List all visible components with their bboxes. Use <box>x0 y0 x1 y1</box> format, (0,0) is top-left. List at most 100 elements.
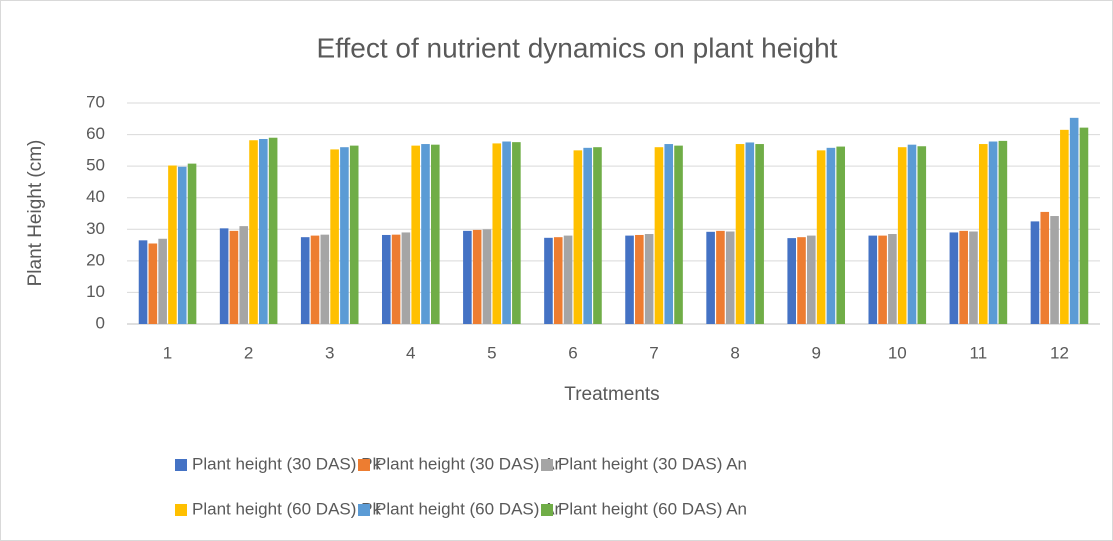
legend-label: Plant height (30 DAS) An <box>558 454 747 473</box>
bar <box>310 235 320 324</box>
bar <box>959 230 968 324</box>
bar <box>949 232 959 324</box>
legend-label: Plant height (60 DAS) Pk <box>192 499 381 518</box>
y-tick-label: 40 <box>86 187 105 206</box>
bar <box>735 144 745 324</box>
bar <box>492 143 502 324</box>
bar <box>917 146 927 324</box>
x-tick-label: 2 <box>244 343 253 362</box>
bar <box>187 163 197 324</box>
bar <box>716 230 725 324</box>
bar <box>625 235 634 324</box>
bar <box>1079 127 1089 324</box>
bar <box>411 145 420 324</box>
bar <box>563 235 573 324</box>
x-tick-label: 5 <box>487 343 496 362</box>
bar <box>897 147 907 324</box>
bar <box>644 234 654 324</box>
x-tick-label: 6 <box>568 343 577 362</box>
bar <box>907 144 917 324</box>
bar <box>836 146 846 324</box>
bar <box>1060 129 1069 324</box>
bar <box>320 234 330 324</box>
legend-label: Plant height (30 DAS) Ar <box>375 454 561 473</box>
bar <box>725 231 735 324</box>
bar <box>1040 211 1050 324</box>
chart-title: Effect of nutrient dynamics on plant hei… <box>317 32 838 63</box>
y-axis-label: Plant Height (cm) <box>25 140 46 287</box>
bar <box>430 144 440 324</box>
legend-swatch <box>175 504 187 516</box>
bar <box>421 144 430 324</box>
bar <box>1050 216 1059 324</box>
bar <box>745 142 755 324</box>
bar <box>482 229 492 324</box>
bar <box>868 235 878 324</box>
bar <box>998 140 1008 324</box>
bar <box>330 149 339 324</box>
bar <box>888 234 897 324</box>
x-tick-label: 7 <box>649 343 658 362</box>
y-tick-label: 10 <box>86 282 105 301</box>
y-tick-label: 20 <box>86 250 105 269</box>
y-tick-label: 0 <box>96 313 105 332</box>
bar <box>268 137 278 324</box>
x-tick-label: 9 <box>811 343 820 362</box>
bar <box>463 230 472 324</box>
x-tick-label: 4 <box>406 343 415 362</box>
y-tick-label: 50 <box>86 156 105 175</box>
bar <box>1069 117 1079 325</box>
bar <box>593 147 602 324</box>
bar <box>512 142 521 324</box>
bar <box>381 234 391 324</box>
bar <box>544 237 553 324</box>
bar <box>654 147 664 324</box>
legend-swatch <box>541 504 553 516</box>
bar <box>816 150 826 324</box>
bar <box>158 238 167 324</box>
y-tick-label: 30 <box>86 219 105 238</box>
bar <box>635 234 644 324</box>
bar <box>797 237 806 324</box>
bar <box>826 147 836 324</box>
bar <box>472 229 482 324</box>
bar <box>1030 221 1040 324</box>
x-tick-label: 8 <box>730 343 739 362</box>
x-tick-label: 12 <box>1050 343 1069 362</box>
bar <box>259 138 268 324</box>
bar <box>138 240 148 324</box>
bar <box>148 243 158 324</box>
legend-swatch <box>175 459 187 471</box>
bar <box>553 237 563 324</box>
bar <box>573 150 583 324</box>
legend-label: Plant height (60 DAS) An <box>558 499 747 518</box>
x-tick-label: 10 <box>888 343 907 362</box>
bar <box>988 141 998 324</box>
bar <box>878 235 887 324</box>
bar <box>229 230 239 324</box>
y-tick-label: 60 <box>86 124 105 143</box>
bar <box>969 231 978 324</box>
bar <box>340 147 349 324</box>
bar <box>502 141 511 324</box>
bar <box>664 144 674 324</box>
x-tick-label: 1 <box>163 343 172 362</box>
bar <box>391 234 401 324</box>
bar <box>239 226 249 324</box>
legend-swatch <box>358 504 370 516</box>
bar <box>177 166 187 324</box>
bar <box>674 145 683 324</box>
bar <box>219 228 229 324</box>
y-tick-label: 70 <box>86 92 105 111</box>
bar <box>787 238 797 324</box>
bar <box>706 231 715 324</box>
bar <box>755 144 764 324</box>
bar <box>401 232 411 324</box>
legend-swatch <box>541 459 553 471</box>
bar <box>249 140 258 324</box>
bar <box>300 237 310 324</box>
bar <box>583 147 592 324</box>
x-tick-label: 11 <box>970 343 988 362</box>
bar <box>168 165 177 324</box>
